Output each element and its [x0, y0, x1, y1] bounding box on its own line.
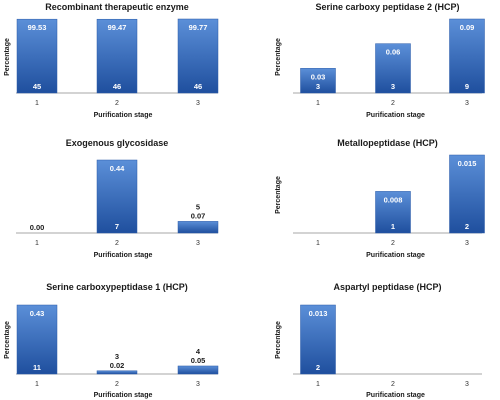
y-axis-label: Percentage	[275, 321, 282, 359]
x-tick-label: 3	[465, 240, 469, 247]
bar-value-label: 0.013	[309, 309, 328, 318]
bar-value-label: 0.05	[191, 356, 206, 365]
chart-panel: Aspartyl peptidase (HCP) Percentage 0.013 2…	[275, 282, 482, 399]
bar-count-label: 11	[33, 363, 41, 372]
bar-count-label: 9	[465, 82, 469, 91]
bar-count-label: 45	[33, 82, 41, 91]
x-tick-label: 3	[465, 100, 469, 107]
chart-title: Serine carboxy peptidase 2 (HCP)	[315, 2, 459, 12]
bar	[96, 370, 138, 375]
bar-value-label: 0.07	[191, 211, 206, 220]
x-tick-label: 1	[316, 381, 320, 388]
x-tick-label: 2	[391, 381, 395, 388]
bar-value-label: 0.015	[458, 159, 477, 168]
bar	[16, 18, 58, 94]
bar-value-label: 0.008	[384, 195, 403, 204]
chart-panel: Serine carboxypeptidase 1 (HCP) Percentag…	[4, 282, 219, 399]
x-axis-label: Purification stage	[94, 112, 153, 119]
chart-panel: Exogenous glycosidase 0.00 1 0.44 7 2 0.075 3 Pu…	[16, 138, 219, 259]
x-tick-label: 1	[35, 381, 39, 388]
x-tick-label: 2	[115, 240, 119, 247]
y-axis-label: Percentage	[275, 38, 282, 76]
bar	[300, 68, 336, 94]
bar-value-label: 99.77	[189, 23, 208, 32]
x-tick-label: 2	[391, 100, 395, 107]
bar	[177, 18, 219, 94]
bar-value-label: 0.02	[110, 361, 125, 370]
bar-value-label: 0.03	[311, 72, 326, 81]
x-tick-label: 3	[465, 381, 469, 388]
chart-panel: Serine carboxy peptidase 2 (HCP) Percenta…	[275, 2, 485, 119]
bar-count-label: 5	[196, 202, 200, 211]
bar-value-label: 0.44	[110, 164, 125, 173]
x-tick-label: 1	[35, 100, 39, 107]
x-tick-label: 2	[115, 381, 119, 388]
x-tick-label: 2	[391, 240, 395, 247]
bar	[96, 18, 138, 94]
bar-count-label: 4	[196, 347, 201, 356]
x-axis-label: Purification stage	[94, 252, 153, 259]
x-tick-label: 3	[196, 100, 200, 107]
chart-panel: Metallopeptidase (HCP) Percentage 1 0.008 1 2…	[275, 138, 485, 259]
x-tick-label: 3	[196, 381, 200, 388]
bar-value-label: 99.53	[28, 23, 47, 32]
bar-value-label: 0.09	[460, 23, 475, 32]
chart-title: Metallopeptidase (HCP)	[337, 138, 438, 148]
x-tick-label: 2	[115, 100, 119, 107]
x-tick-label: 1	[316, 240, 320, 247]
bar-count-label: 2	[465, 222, 469, 231]
bar	[16, 304, 58, 375]
y-axis-label: Percentage	[4, 321, 11, 359]
bar	[449, 154, 485, 234]
chart-title: Recombinant therapeutic enzyme	[45, 2, 189, 12]
bar-count-label: 46	[194, 82, 202, 91]
bar-count-label: 3	[391, 82, 395, 91]
chart-panel: Recombinant therapeutic enzyme Percentage…	[4, 2, 219, 119]
bar	[449, 18, 485, 94]
y-axis-label: Percentage	[275, 176, 282, 214]
bar-value-label: 0.06	[386, 48, 401, 57]
bar-count-label: 2	[316, 363, 320, 372]
x-tick-label: 3	[196, 240, 200, 247]
x-tick-label: 1	[35, 240, 39, 247]
x-axis-label: Purification stage	[366, 112, 425, 119]
bar-count-label: 3	[115, 352, 119, 361]
chart-title: Aspartyl peptidase (HCP)	[333, 282, 441, 292]
bar-value-label: 0.00	[30, 223, 45, 232]
x-axis-label: Purification stage	[366, 392, 425, 399]
x-axis-label: Purification stage	[94, 392, 153, 399]
bar-count-label: 3	[316, 82, 320, 91]
bar-value-label: 0.43	[30, 309, 45, 318]
bar	[177, 221, 219, 234]
bar-count-label: 7	[115, 222, 119, 231]
chart-title: Serine carboxypeptidase 1 (HCP)	[46, 282, 188, 292]
bar	[375, 191, 411, 234]
bar-count-label: 46	[113, 82, 121, 91]
bar	[300, 304, 336, 375]
bar	[96, 159, 138, 234]
bar	[375, 43, 411, 94]
y-axis-label: Percentage	[4, 38, 11, 76]
x-axis-label: Purification stage	[366, 252, 425, 259]
bar-value-label: 99.47	[108, 23, 127, 32]
chart-title: Exogenous glycosidase	[66, 138, 169, 148]
bar	[177, 365, 219, 375]
bar-count-label: 1	[391, 222, 395, 231]
x-tick-label: 1	[316, 100, 320, 107]
